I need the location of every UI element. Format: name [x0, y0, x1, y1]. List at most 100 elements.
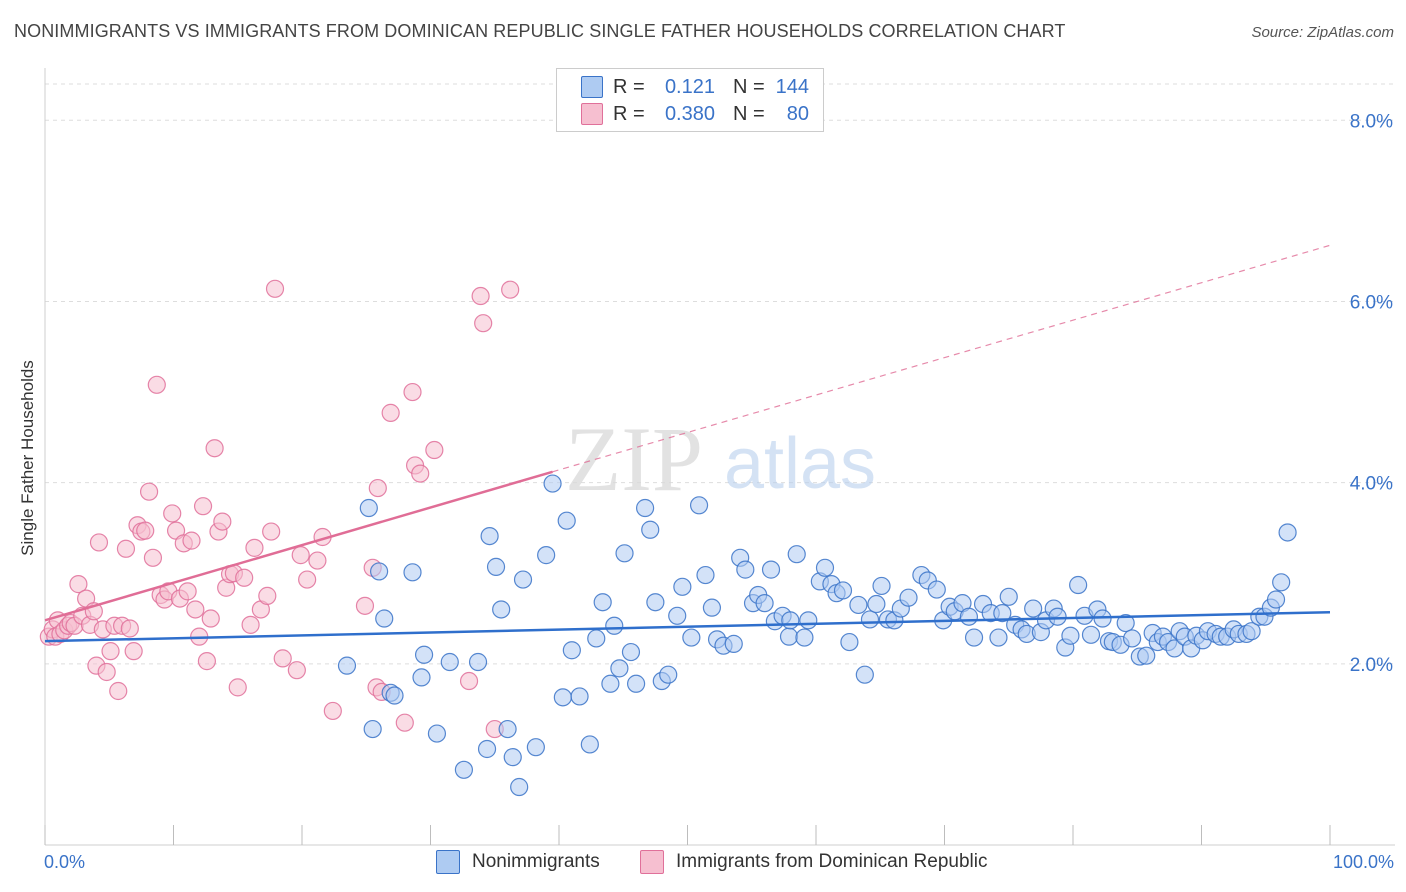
data-point	[927, 580, 946, 599]
data-point	[201, 609, 220, 628]
data-point	[411, 464, 430, 483]
data-point	[601, 674, 620, 693]
data-point	[381, 403, 400, 422]
legend-r-value: 0.121	[664, 75, 715, 98]
immigrants-points	[39, 279, 520, 739]
data-point	[787, 545, 806, 564]
legend-label: Immigrants from Dominican Republic	[676, 851, 988, 872]
data-point	[899, 588, 918, 607]
data-point	[163, 504, 182, 523]
legend-r-label: R =	[613, 102, 645, 125]
data-point	[860, 610, 880, 629]
data-point	[359, 498, 378, 518]
data-point	[605, 616, 624, 635]
data-point	[1266, 590, 1286, 609]
data-point	[562, 641, 581, 660]
data-point	[682, 628, 701, 647]
data-point	[228, 678, 247, 697]
data-point	[258, 586, 277, 605]
data-point	[395, 713, 414, 732]
data-point	[959, 607, 979, 626]
data-point	[1048, 607, 1067, 626]
data-point	[120, 619, 139, 638]
legend-r-label: R =	[613, 75, 645, 98]
data-point	[696, 565, 715, 585]
data-point	[580, 735, 599, 754]
data-point	[724, 634, 743, 653]
legend-row-nonimmigrants: R = 0.121 N = 144	[557, 74, 809, 100]
data-point	[815, 558, 835, 577]
data-point	[999, 587, 1018, 606]
watermark-zip: ZIP	[565, 408, 703, 510]
data-point	[109, 681, 128, 701]
watermark-atlas: atlas	[724, 424, 876, 504]
data-point	[513, 570, 533, 589]
data-point	[872, 576, 891, 596]
legend-r-value: 0.380	[664, 102, 715, 125]
y-tick-label: 4.0%	[1350, 474, 1393, 495]
data-point	[867, 594, 886, 614]
data-point	[440, 652, 459, 672]
data-point	[116, 539, 136, 558]
chart-title: NONIMMIGRANTS VS IMMIGRANTS FROM DOMINIC…	[14, 21, 1066, 41]
y-tick-label: 2.0%	[1350, 655, 1393, 676]
data-point	[427, 724, 447, 743]
data-point	[147, 375, 166, 394]
data-point	[139, 482, 159, 501]
data-point	[779, 627, 799, 646]
data-point	[265, 279, 285, 298]
data-point	[97, 662, 116, 682]
data-point	[197, 652, 217, 671]
data-point	[468, 652, 488, 672]
data-point	[1081, 625, 1101, 644]
data-point	[143, 548, 163, 567]
data-point	[193, 497, 213, 516]
legend-swatch-pink	[581, 103, 603, 125]
data-point	[178, 582, 197, 601]
data-point	[368, 478, 387, 498]
data-point	[557, 511, 576, 530]
data-point	[477, 739, 497, 759]
data-point	[761, 560, 781, 579]
data-point	[689, 496, 709, 515]
data-point	[1116, 613, 1135, 633]
legend-item-immigrants: Immigrants from Dominican Republic	[640, 850, 988, 874]
data-point	[543, 474, 562, 493]
data-point	[635, 498, 655, 518]
data-point	[69, 575, 88, 594]
data-point	[385, 686, 404, 705]
data-point	[89, 533, 109, 552]
data-point	[245, 538, 264, 557]
legend-label: Nonimmigrants	[472, 851, 600, 872]
x-tick-label-min: 0.0%	[44, 852, 86, 872]
data-point	[298, 570, 317, 589]
data-point	[1272, 573, 1291, 592]
nonimmigrants-points	[337, 474, 1297, 797]
data-point	[537, 546, 556, 565]
data-point	[412, 668, 431, 687]
data-point	[702, 598, 722, 617]
trend-lines	[44, 244, 1331, 643]
trend-line-immigrants	[44, 470, 553, 622]
data-point	[480, 526, 499, 546]
data-point	[1123, 629, 1142, 648]
data-point	[993, 603, 1012, 623]
data-point	[323, 701, 342, 721]
data-point	[641, 520, 660, 539]
data-point	[308, 551, 327, 570]
data-point	[501, 280, 520, 299]
data-point	[736, 560, 755, 579]
data-point	[593, 593, 612, 612]
legend-swatch-blue	[581, 76, 603, 98]
data-point	[337, 656, 357, 675]
data-point	[989, 628, 1008, 647]
legend-row-immigrants: R = 0.380 N = 80	[557, 101, 809, 127]
trend-line-nonimmigrants	[44, 610, 1331, 643]
data-point	[186, 600, 205, 619]
data-point	[570, 687, 589, 706]
data-point	[1278, 523, 1297, 542]
data-point	[454, 760, 474, 779]
data-point	[659, 665, 678, 684]
data-point	[755, 594, 774, 613]
